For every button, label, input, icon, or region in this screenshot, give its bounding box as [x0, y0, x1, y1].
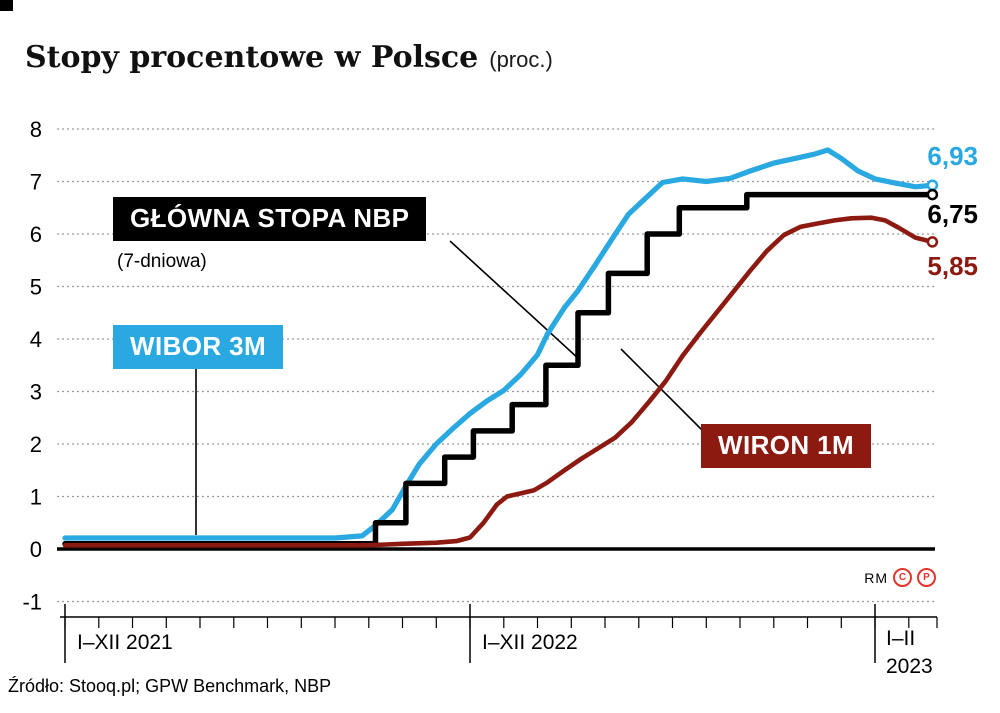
end-marker-nbp — [926, 188, 939, 201]
x-axis — [60, 604, 938, 663]
corner-mark — [0, 0, 13, 11]
y-axis-tick-label: 4 — [30, 327, 42, 352]
end-marker-wibor3m — [926, 179, 939, 191]
series-end-markers — [926, 179, 939, 248]
chart-unit-label: (proc.) — [489, 47, 553, 72]
series-line-wiron1m — [62, 215, 935, 548]
end-marker-wiron1m — [926, 236, 939, 248]
y-axis-tick-label: 0 — [30, 537, 42, 562]
callout-connector-line — [449, 240, 581, 361]
x-axis-label-2021: I–XII 2021 — [77, 631, 173, 654]
published-icon: P — [917, 568, 936, 587]
brand-rm-label: RM — [864, 569, 888, 586]
source-note: Źródło: Stooq.pl; GPW Benchmark, NBP — [8, 676, 332, 696]
x-axis-label-2023-months: I–II — [886, 627, 916, 650]
end-value-wibor: 6,93 — [927, 141, 978, 171]
chart-title-text: Stopy procentowe w Polsce — [25, 40, 479, 75]
callout-wiron-label: WIRON 1M — [701, 424, 872, 468]
y-axis-tick-label: 3 — [30, 380, 42, 405]
callout-connector-line — [620, 348, 704, 432]
y-axis-tick-label: 6 — [30, 222, 42, 247]
y-axis-tick-label: 8 — [30, 117, 42, 142]
callout-wibor-label: WIBOR 3M — [113, 325, 284, 369]
y-axis-tick-label: 2 — [30, 432, 42, 457]
y-axis-tick-label: -1 — [22, 590, 42, 615]
chart-title: Stopy procentowe w Polsce (proc.) — [25, 40, 553, 75]
callout-nbp-label: GŁÓWNA STOPA NBP — [113, 197, 427, 241]
brand-mark: RM C P — [864, 568, 936, 587]
y-axis-tick-label: 1 — [30, 485, 42, 510]
copyright-icon: C — [893, 568, 912, 587]
y-axis-tick-label: 5 — [30, 275, 42, 300]
callout-connectors — [195, 240, 704, 535]
callout-nbp-sublabel: (7-dniowa) — [117, 251, 207, 272]
series-line-wibor3m — [62, 147, 935, 541]
x-axis-label-2023-year: 2023 — [886, 655, 933, 678]
series-line-nbp — [62, 191, 936, 547]
end-value-nbp: 6,75 — [927, 199, 978, 229]
y-axis-tick-label: 7 — [30, 170, 42, 195]
series-lines — [62, 147, 936, 548]
end-value-wiron: 5,85 — [927, 251, 978, 281]
x-axis-label-2022: I–XII 2022 — [482, 631, 578, 654]
